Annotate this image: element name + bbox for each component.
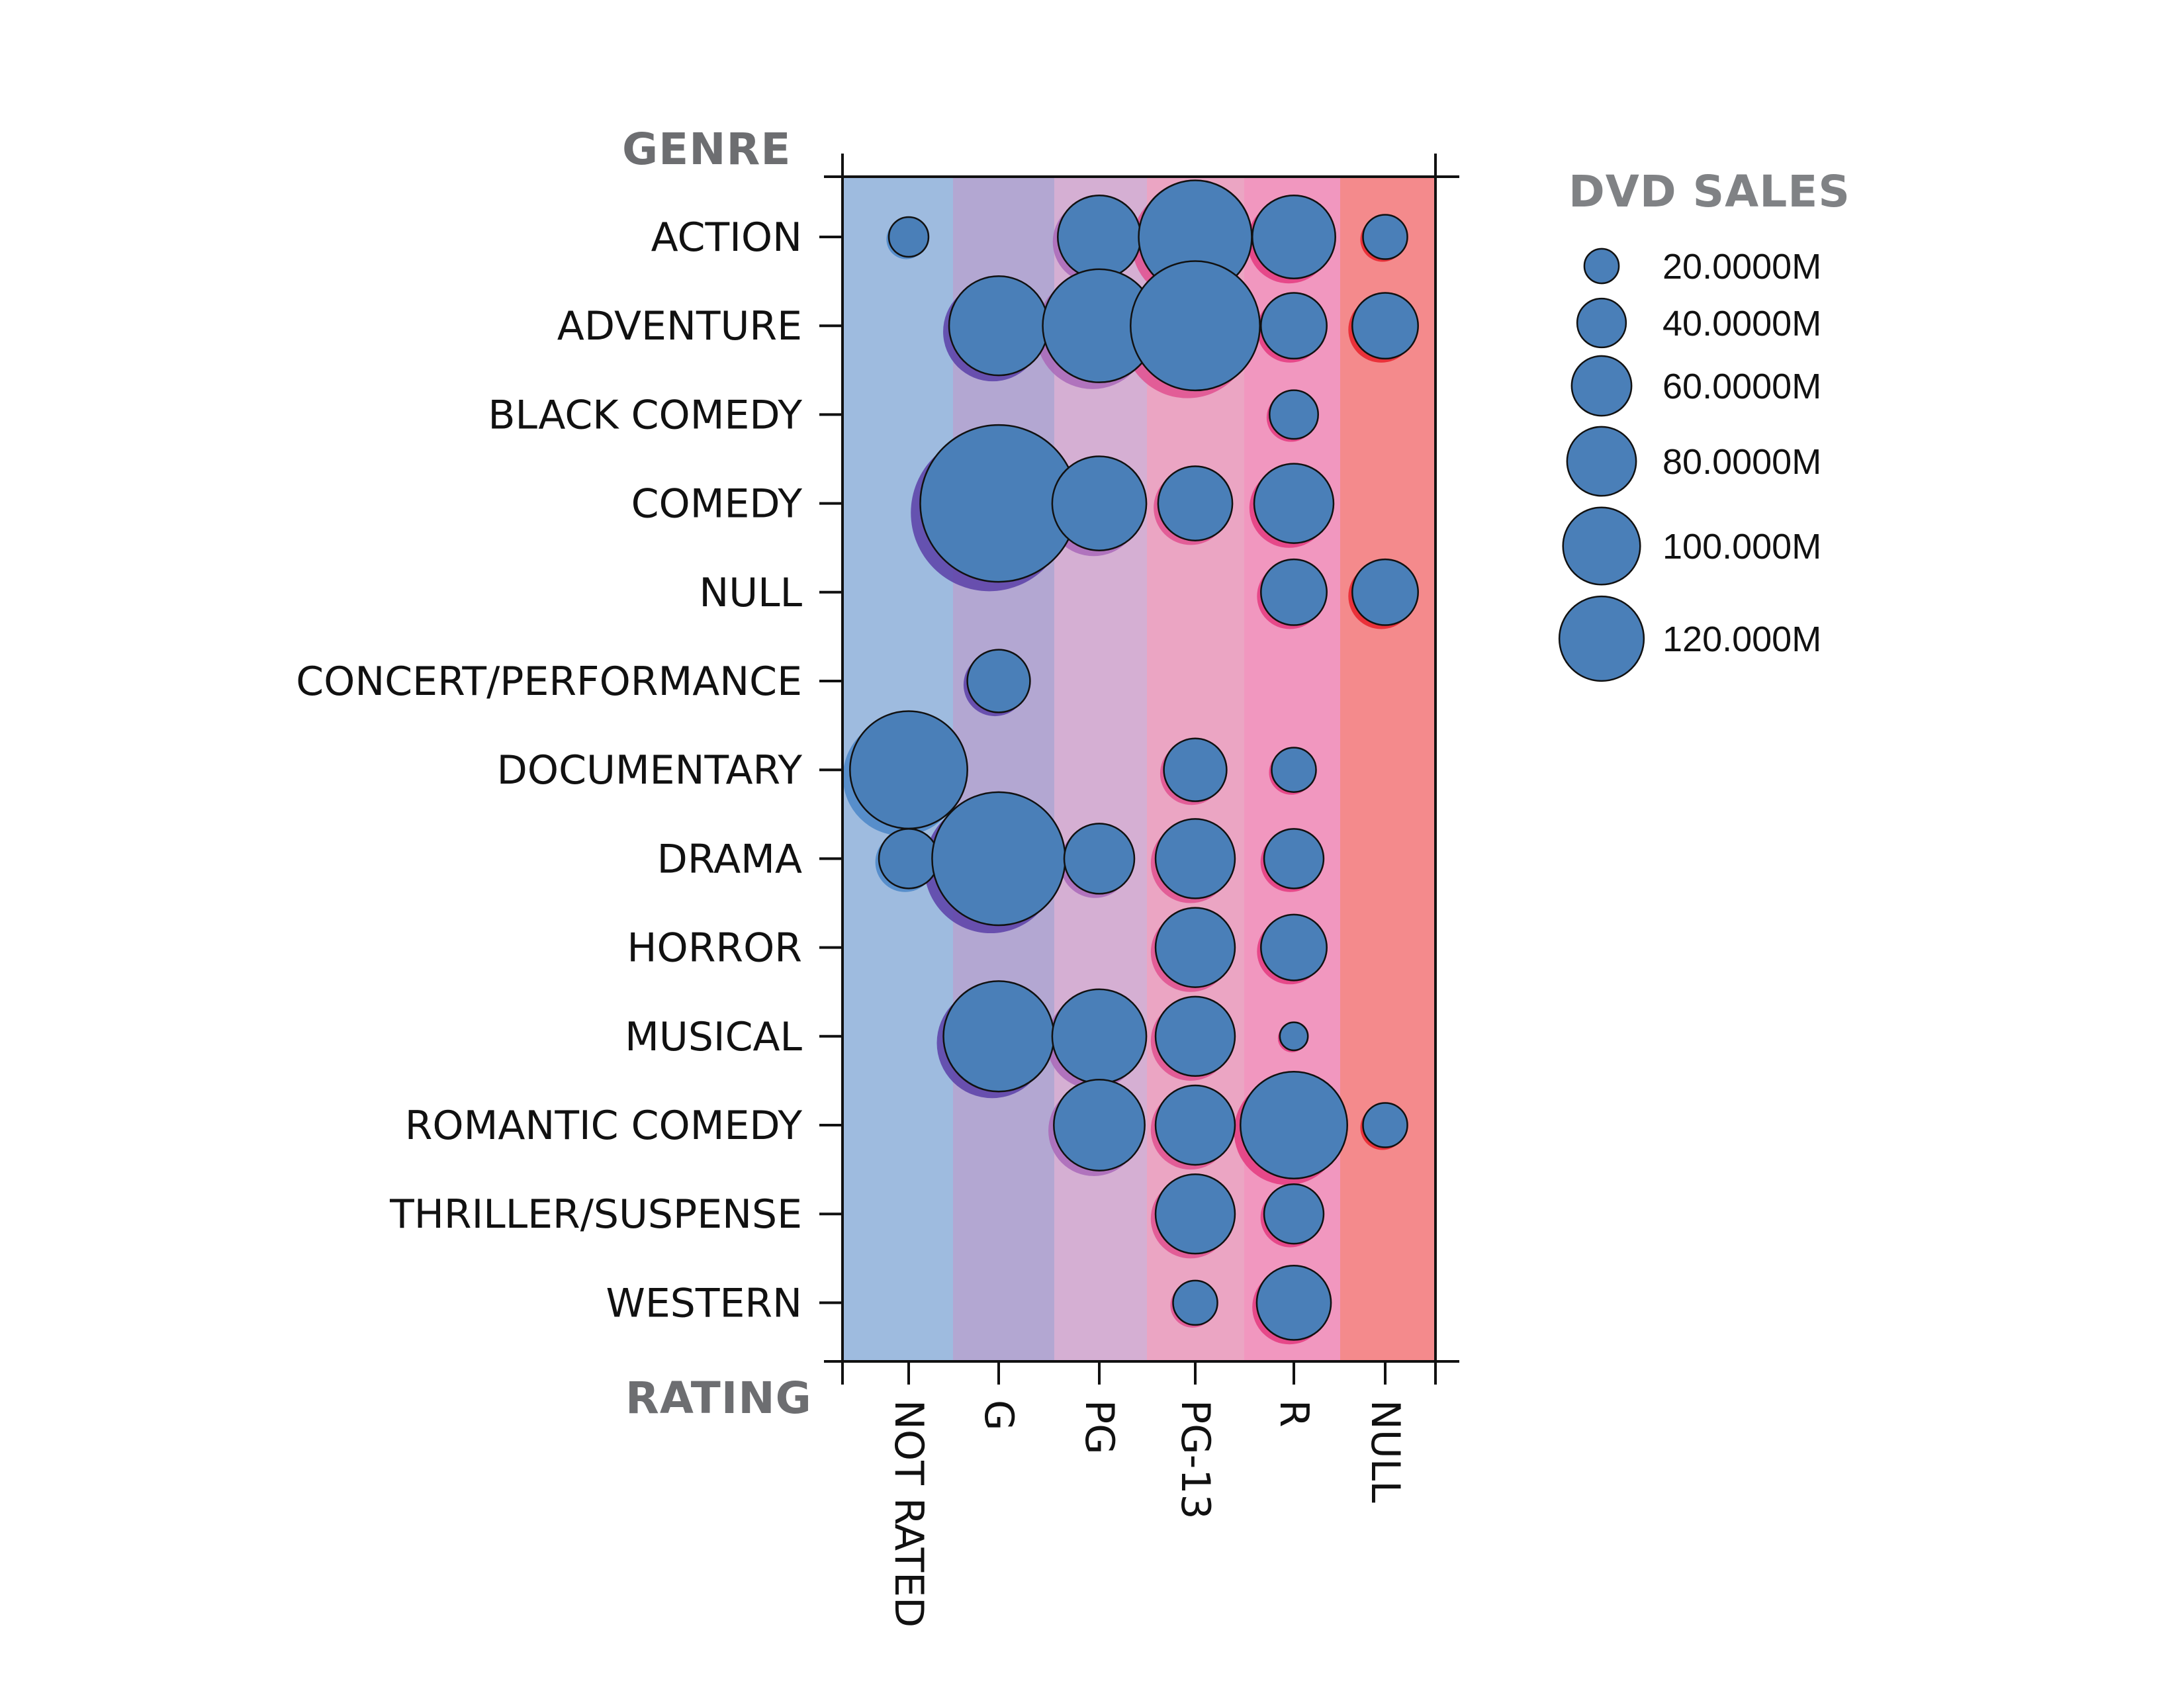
rating-label-not-rated: NOT RATED xyxy=(886,1400,932,1627)
bubble-thriller-suspense-r xyxy=(1263,1183,1325,1245)
legend-label-120-000m: 120.000M xyxy=(1662,619,1821,659)
rating-label-g: G xyxy=(976,1400,1022,1431)
bubble-horror-r xyxy=(1260,913,1328,982)
bubble-musical-pg xyxy=(1051,988,1148,1085)
legend-title: DVD SALES xyxy=(1569,166,1850,217)
bubble-musical-pg-13 xyxy=(1154,995,1236,1077)
legend-bubble-40-0000m xyxy=(1576,297,1627,349)
legend-bubble-100-000m xyxy=(1562,506,1641,586)
legend-label-80-0000m: 80.0000M xyxy=(1662,442,1821,482)
rating-axis-title: RATING xyxy=(625,1373,812,1424)
rating-tick-labels: NOT RATED G PG PG-13 R NULL xyxy=(886,1400,1408,1627)
bubble-comedy-r xyxy=(1253,463,1335,544)
genre-label-documentary: DOCUMENTARY xyxy=(497,747,803,794)
bubble-adventure-r xyxy=(1260,292,1328,360)
bubble-action-not-rated xyxy=(887,216,930,258)
genre-tick-labels: ACTION ADVENTURE BLACK COMEDY COMEDY NULL CON… xyxy=(296,214,802,1326)
size-legend: DVD SALES 20.0000M 40.0000M 60.0000M 80.000… xyxy=(1558,166,1850,682)
genre-label-western: WESTERN xyxy=(606,1280,802,1326)
bubble-documentary-pg-13 xyxy=(1163,737,1228,802)
legend-bubble-80-0000m xyxy=(1566,426,1637,497)
bubble-drama-r xyxy=(1263,828,1325,890)
bubble-western-r xyxy=(1255,1265,1332,1341)
bubble-concert-performance-g xyxy=(966,649,1031,713)
legend-items: 20.0000M 40.0000M 60.0000M 80.0000M 100.000M… xyxy=(1558,247,1821,682)
axes xyxy=(819,154,1459,1385)
bubble-documentary-r xyxy=(1271,747,1317,793)
bubble-drama-not-rated xyxy=(878,828,940,890)
bubble-drama-pg-13 xyxy=(1154,818,1236,899)
bubble-adventure-g xyxy=(948,275,1050,377)
genre-label-action: ACTION xyxy=(651,214,802,261)
genre-label-black-comedy: BLACK COMEDY xyxy=(488,392,802,438)
bubble-romantic-comedy-pg xyxy=(1053,1079,1146,1171)
bubble-adventure-pg-13 xyxy=(1130,260,1261,392)
genre-label-concert-performance: CONCERT/PERFORMANCE xyxy=(296,659,802,705)
bubble-documentary-not-rated xyxy=(849,710,968,830)
bubble-drama-pg xyxy=(1063,823,1136,895)
legend-bubble-20-0000m xyxy=(1583,248,1620,285)
genre-label-drama: DRAMA xyxy=(657,836,802,882)
bubble-adventure-null xyxy=(1351,292,1419,360)
legend-bubble-120-000m xyxy=(1558,595,1645,682)
rating-label-null: NULL xyxy=(1362,1400,1408,1503)
legend-label-20-0000m: 20.0000M xyxy=(1662,247,1821,287)
genre-label-adventure: ADVENTURE xyxy=(557,303,802,349)
bubble-thriller-suspense-pg-13 xyxy=(1154,1173,1236,1255)
genre-axis-title: GENRE xyxy=(622,124,791,175)
band-null xyxy=(1340,177,1435,1361)
bubble-romantic-comedy-null xyxy=(1362,1102,1408,1148)
bubble-action-null xyxy=(1362,214,1408,260)
rating-label-pg: PG xyxy=(1076,1400,1122,1455)
legend-label-100-000m: 100.000M xyxy=(1662,527,1821,567)
bubble-musical-r xyxy=(1279,1021,1309,1052)
legend-label-60-0000m: 60.0000M xyxy=(1662,367,1821,406)
bubble-action-pg xyxy=(1057,195,1142,279)
genre-label-musical: MUSICAL xyxy=(625,1014,802,1060)
bubble-black-comedy-r xyxy=(1269,389,1319,440)
genre-label-comedy: COMEDY xyxy=(631,481,803,527)
legend-bubble-60-0000m xyxy=(1570,355,1633,417)
rating-label-r: R xyxy=(1271,1400,1317,1428)
bubble-romantic-comedy-r xyxy=(1240,1071,1348,1179)
bubble-action-r xyxy=(1251,195,1336,279)
genre-label-null: NULL xyxy=(699,570,802,616)
rating-label-pg-13: PG-13 xyxy=(1172,1400,1218,1520)
bubbles xyxy=(849,179,1419,1341)
bubble-western-pg-13 xyxy=(1172,1279,1218,1326)
bubble-null-r xyxy=(1260,558,1328,626)
bubble-comedy-pg xyxy=(1051,455,1148,551)
bubble-romantic-comedy-pg-13 xyxy=(1154,1084,1236,1166)
bubble-comedy-pg-13 xyxy=(1157,465,1234,541)
bubble-null-null xyxy=(1351,558,1419,626)
genre-label-horror: HORROR xyxy=(627,925,802,972)
genre-label-thriller-suspense: THRILLER/SUSPENSE xyxy=(389,1191,802,1238)
legend-label-40-0000m: 40.0000M xyxy=(1662,304,1821,343)
bubble-musical-g xyxy=(942,980,1055,1093)
bubble-horror-pg-13 xyxy=(1154,907,1236,988)
genre-label-romantic-comedy: ROMANTIC COMEDY xyxy=(405,1103,803,1149)
bubble-drama-g xyxy=(931,791,1066,927)
